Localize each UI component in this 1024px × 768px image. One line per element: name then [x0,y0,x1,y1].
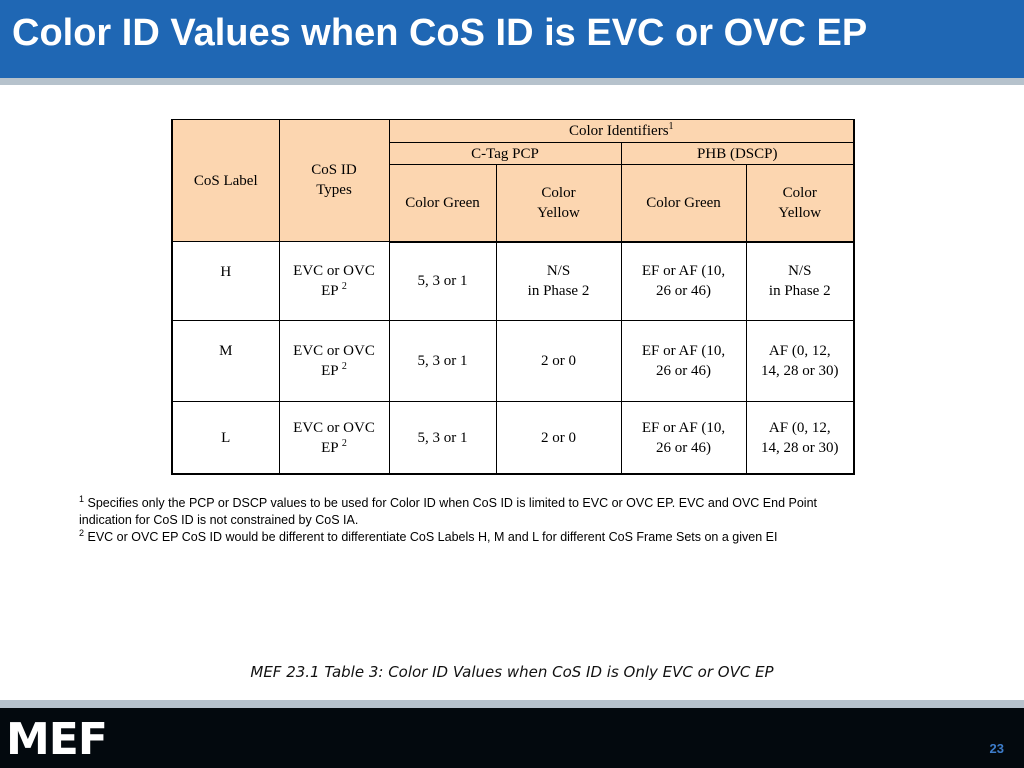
header-phb-color-green: Color Green [620,164,747,243]
header-cos-id-types-line1: CoS ID [311,162,357,178]
cos-id-types-cell: EVC or OVC EP 2 [278,320,390,402]
cos-label: L [221,429,231,446]
dscp-green-cell: EF or AF (10, 26 or 46) [620,401,747,475]
cos-id-types-line2: EP [321,439,339,456]
cos-id-types-line1: EVC or OVC [293,419,375,436]
cos-label: H [220,264,232,280]
dscp-yellow-line1: AF (0, 12, [768,419,831,436]
page-number: 23 [989,741,1004,756]
dscp-yellow-line2: 14, 28 or 30) [761,439,839,456]
dscp-green-line2: 26 or 46) [656,363,711,379]
header-phb-dscp-text: PHB (DSCP) [697,145,778,162]
mef-logo: MEF [6,714,108,765]
header-color-identifiers: Color Identifiers1 [388,119,855,143]
slide-title: Color ID Values when CoS ID is EVC or OV… [12,12,868,54]
pcp-yellow-cell: 2 or 0 [495,401,622,475]
cos-label-cell: M [171,320,280,402]
pcp-green-value: 5, 3 or 1 [417,429,468,446]
pcp-yellow-line1: 2 or 0 [541,429,576,446]
pcp-green-value: 5, 3 or 1 [417,353,468,369]
footnote-2-marker: 2 [79,527,85,538]
dscp-yellow-cell: N/S in Phase 2 [745,241,855,321]
header-ctag-color-green: Color Green [388,164,497,243]
table-row-h: H EVC or OVC EP 2 5, 3 or 1 N/S in Phase… [171,241,855,321]
footnote-1-line2: indication for CoS ID is not constrained… [79,513,359,527]
footer-bar: MEF 23 [0,708,1024,768]
dscp-yellow-cell: AF (0, 12, 14, 28 or 30) [745,401,855,475]
header-cos-id-types-line2: Types [316,182,352,198]
dscp-green-line2: 26 or 46) [656,439,711,456]
dscp-green-line1: EF or AF (10, [641,263,726,280]
cos-id-types-line2: EP [321,363,339,379]
pcp-yellow-cell: 2 or 0 [495,320,622,402]
header-color-identifiers-text: Color Identifiers [568,123,669,139]
pcp-green-cell: 5, 3 or 1 [388,320,497,402]
header-ctag-color-yellow: Color Yellow [495,164,622,243]
footnote-2-text: EVC or OVC EP CoS ID would be different … [87,530,778,544]
cos-id-footnote-ref: 2 [341,361,347,372]
header-ctag-color-yellow-line2: Yellow [537,204,580,221]
pcp-green-cell: 5, 3 or 1 [388,401,497,475]
pcp-yellow-cell: N/S in Phase 2 [495,241,622,321]
pcp-yellow-line1: 2 or 0 [541,353,576,369]
cos-label-cell: L [171,401,280,475]
footer-divider [0,700,1024,708]
table-row-l: L EVC or OVC EP 2 5, 3 or 1 2 or 0 EF or… [171,401,855,475]
title-divider [0,78,1024,85]
table-caption: MEF 23.1 Table 3: Color ID Values when C… [250,663,774,681]
footnote-1-line1: Specifies only the PCP or DSCP values to… [87,496,818,510]
header-ctag-color-yellow-line1: Color [541,184,576,201]
pcp-green-cell: 5, 3 or 1 [388,241,497,321]
color-identifiers-footnote-ref: 1 [668,121,674,132]
header-ctag-pcp: C-Tag PCP [388,142,622,165]
table-row-m: M EVC or OVC EP 2 5, 3 or 1 2 or 0 EF or… [171,320,855,402]
header-phb-color-yellow: Color Yellow [745,164,855,243]
header-cos-label-text: CoS Label [193,172,258,189]
cos-label-cell: H [171,241,280,321]
header-phb-dscp: PHB (DSCP) [620,142,855,165]
header-ctag-pcp-text: C-Tag PCP [471,145,539,162]
pcp-yellow-line2: in Phase 2 [527,283,590,300]
cos-label: M [219,343,233,359]
header-cos-id-types: CoS ID Types [278,119,390,242]
header-cos-label: CoS Label [171,119,280,242]
dscp-yellow-cell: AF (0, 12, 14, 28 or 30) [745,320,855,402]
dscp-green-cell: EF or AF (10, 26 or 46) [620,320,747,402]
header-phb-color-yellow-line1: Color [782,184,817,201]
cos-id-footnote-ref: 2 [341,281,347,292]
header-ctag-color-green-text: Color Green [405,194,480,211]
dscp-yellow-line1: N/S [788,263,812,280]
cos-id-types-line1: EVC or OVC [293,263,375,279]
dscp-green-line2: 26 or 46) [656,283,711,300]
cos-id-types-line1: EVC or OVC [293,343,375,359]
cos-id-types-line2: EP [321,283,339,299]
dscp-green-cell: EF or AF (10, 26 or 46) [620,241,747,321]
pcp-green-value: 5, 3 or 1 [417,273,468,290]
footnote-1: 1 Specifies only the PCP or DSCP values … [79,493,959,529]
header-phb-color-yellow-line2: Yellow [778,204,822,221]
header-phb-color-green-text: Color Green [646,194,721,211]
dscp-yellow-line2: 14, 28 or 30) [761,363,839,379]
dscp-yellow-line1: AF (0, 12, [768,343,831,359]
cos-id-types-cell: EVC or OVC EP 2 [278,401,390,475]
pcp-yellow-line1: N/S [546,263,571,280]
color-id-table: CoS Label CoS ID Types Color Identifiers… [171,119,855,475]
footnote-1-marker: 1 [79,493,85,504]
dscp-green-line1: EF or AF (10, [641,343,726,359]
footnote-2: 2 EVC or OVC EP CoS ID would be differen… [79,527,959,546]
title-bar: Color ID Values when CoS ID is EVC or OV… [0,0,1024,78]
dscp-green-line1: EF or AF (10, [641,419,726,436]
cos-id-footnote-ref: 2 [341,437,347,449]
cos-id-types-cell: EVC or OVC EP 2 [278,241,390,321]
footnotes: 1 Specifies only the PCP or DSCP values … [79,493,959,546]
dscp-yellow-line2: in Phase 2 [768,283,831,300]
